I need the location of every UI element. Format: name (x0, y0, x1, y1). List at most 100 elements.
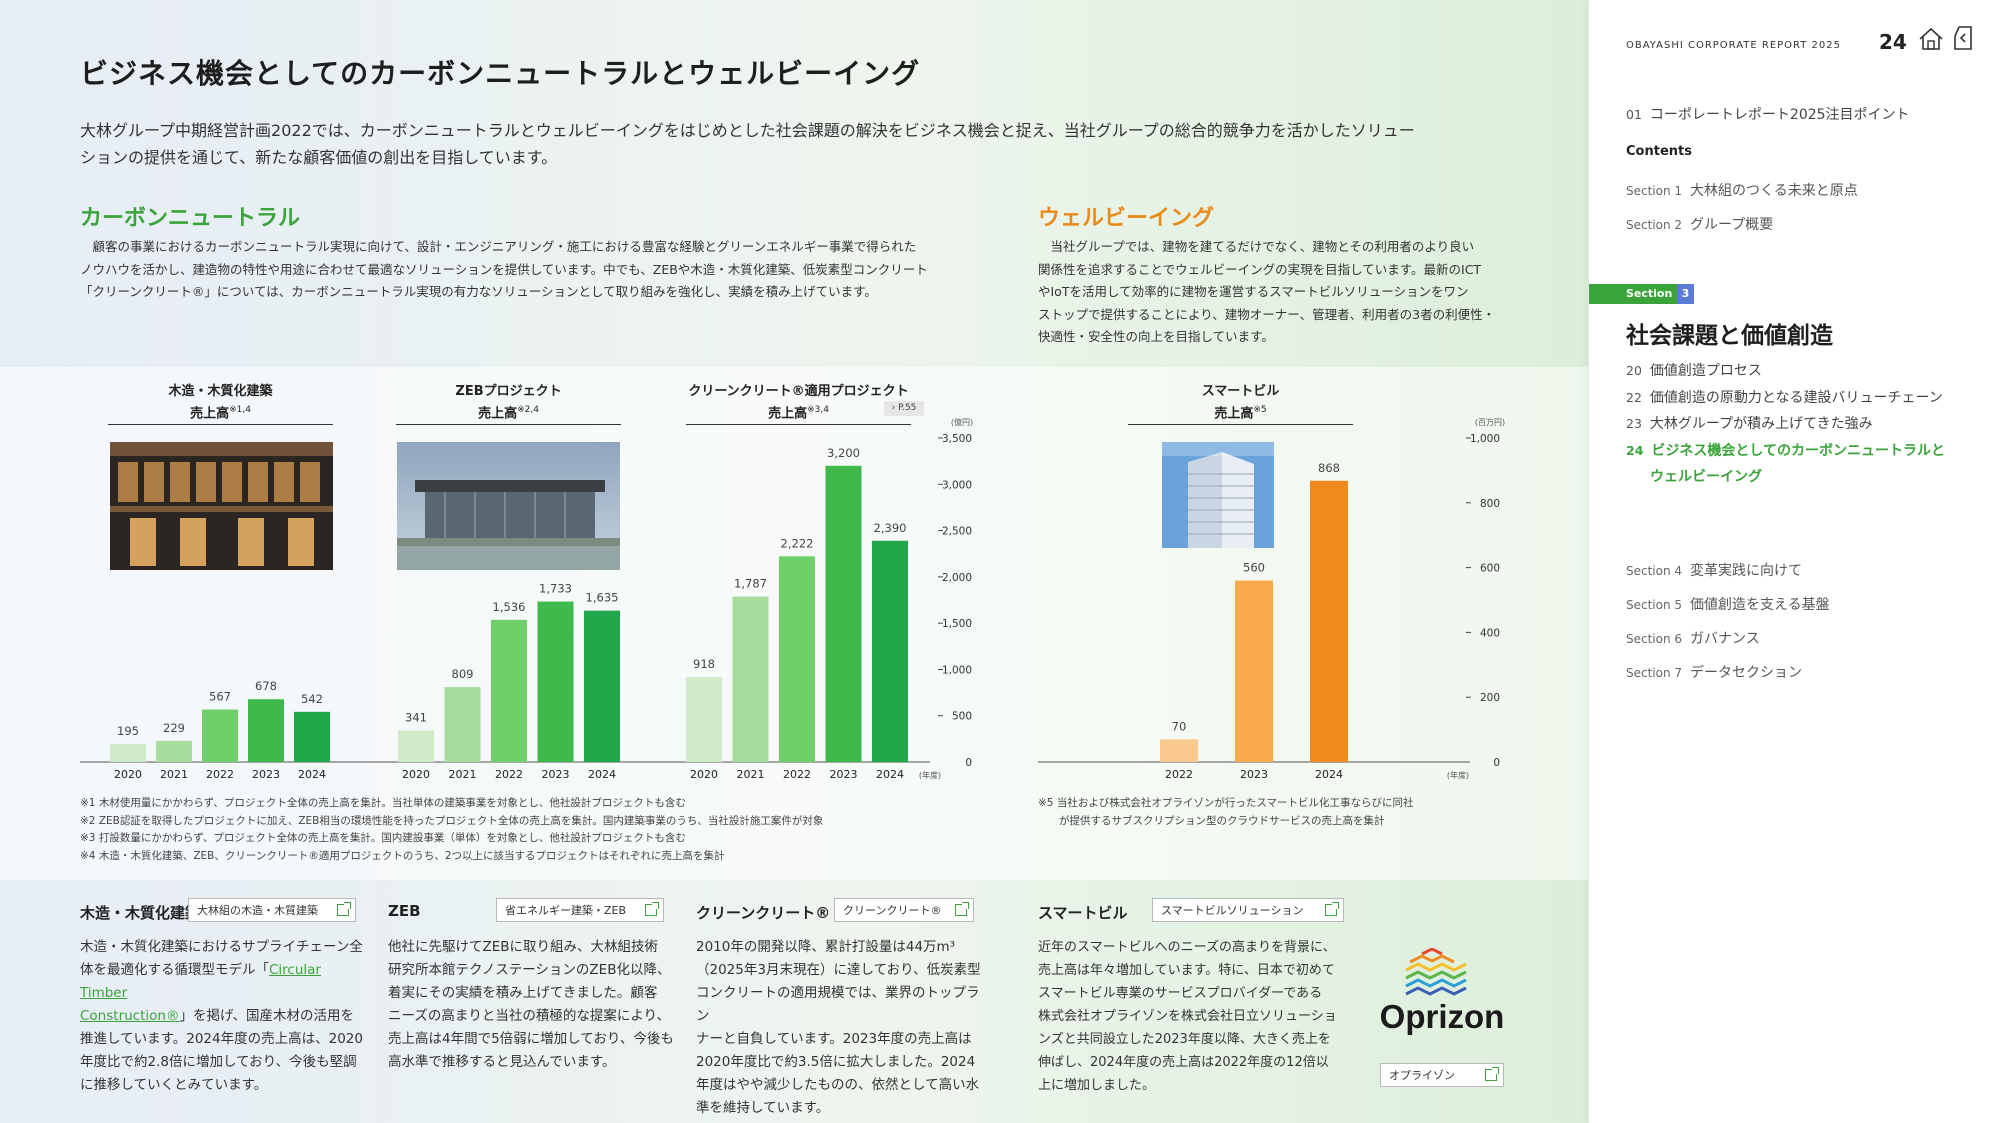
sidebar-item-20[interactable]: 20 価値創造プロセス (1626, 360, 1762, 380)
sidebar-section-2[interactable]: Section 2 グループ概要 (1626, 214, 1773, 234)
section-label: Section 5 (1626, 598, 1683, 612)
x-tick-label: 2022 (495, 768, 523, 781)
item-number: 24 (1626, 443, 1644, 458)
link-oprizon[interactable]: オプライゾン (1380, 1063, 1504, 1087)
y-tick-label: 1,500 (942, 618, 972, 630)
x-tick-label: 2022 (1165, 768, 1193, 781)
external-link-icon (337, 902, 351, 916)
footnote: ※4 木造・木質化建築、ZEB、クリーンクリート®適用プロジェクトのうち、2つ以… (80, 849, 725, 862)
bar-value-label: 2,390 (874, 521, 907, 535)
card-body-smartbuilding: 近年のスマートビルへのニーズの高まりを背景に、 売上高は年々増加しています。特に… (1038, 936, 1358, 1097)
section-label: Section 7 (1626, 666, 1683, 680)
x-tick-label: 2021 (737, 768, 765, 781)
section-label: Section 2 (1626, 218, 1683, 232)
arrow-right-icon: › (891, 403, 896, 413)
y-tick-label: 1,000 (1470, 433, 1500, 445)
note-ref: ※2,4 (517, 405, 539, 415)
link-zeb[interactable]: 省エネルギー建築・ZEB (496, 898, 664, 922)
wood-building-photo (110, 442, 333, 570)
wellbeing-heading: ウェルビーイング (1038, 206, 1215, 231)
x-tick-label: 2021 (160, 768, 188, 781)
text-line: 売上高は年々増加しています。特に、日本で初めて (1038, 963, 1335, 978)
bar-value-label: 2,222 (781, 536, 814, 550)
text-line: 2020年度比で約3.5倍に拡大しました。2024 (696, 1054, 976, 1070)
text-line: ノウハウを活かし、建造物の特性や用途に合わせて最適なソリューションを提供していま… (80, 261, 928, 277)
card-title-zeb: ZEB (388, 902, 421, 920)
chart-title-wood: 木造・木質化建築 売上高※1,4 (108, 382, 333, 423)
link-label: スマートビルソリューション (1161, 904, 1304, 917)
title-rule (108, 424, 333, 425)
bar (1310, 480, 1348, 762)
footnote: が提供するサブスクリプション型のクラウドサービスの売上高を集計 (1059, 814, 1385, 827)
chart-title-smartbuilding: スマートビル 売上高※5 (1128, 382, 1353, 423)
bar (248, 699, 284, 762)
lead-line: ションの提供を通じて、新たな顧客価値の創出を目指しています。 (80, 148, 558, 167)
sidebar-section-6[interactable]: Section 6 ガバナンス (1626, 628, 1760, 648)
sidebar-item-24-active[interactable]: 24 ビジネス機会としてのカーボンニュートラルと ウェルビーイング (1626, 440, 1945, 486)
link-cleancrete[interactable]: クリーンクリート® (834, 898, 974, 922)
page-title: ビジネス機会としてのカーボンニュートラルとウェルビーイング (80, 57, 921, 90)
y-tick-label: 0 (1493, 757, 1500, 769)
note-ref: ※1,4 (229, 405, 251, 415)
back-icon[interactable] (1951, 24, 1975, 52)
sidebar-item-23[interactable]: 23 大林グループが積み上げてきた強み (1626, 413, 1873, 433)
y-tick-label: 600 (1480, 563, 1500, 575)
sidebar-item-22[interactable]: 22 価値創造の原動力となる建設バリューチェーン (1626, 387, 1943, 407)
section-3-title: 社会課題と価値創造 (1626, 323, 1833, 349)
main-content: ビジネス機会としてのカーボンニュートラルとウェルビーイング 大林グループ中期経営… (0, 0, 1588, 1123)
x-axis-unit-label: (年度) (919, 770, 941, 780)
sidebar-section-4[interactable]: Section 4 変革実践に向けて (1626, 560, 1802, 580)
x-tick-label: 2023 (830, 768, 858, 781)
text-line: 上に増加しました。 (1038, 1078, 1156, 1093)
bar (537, 601, 574, 762)
section-title: データセクション (1690, 665, 1803, 681)
card-body-cleancrete: 2010年の開発以降、累計打設量は44万m³ （2025年3月末現在）に達してお… (696, 936, 986, 1120)
external-link-icon (1325, 902, 1339, 916)
footnotes-right: ※5 当社および株式会社オプライゾンが行ったスマートビル化工事ならびに同社 が提… (1038, 795, 1538, 830)
sidebar-section-1[interactable]: Section 1 大林組のつくる未来と原点 (1626, 180, 1858, 200)
chart-title-line: 売上高 (190, 406, 230, 422)
link-text: Circular Timber (80, 962, 321, 1001)
text-line: 着実にその実績を積み上げてきました。顧客 (388, 985, 658, 1001)
bar-value-label: 1,787 (734, 577, 767, 591)
note-ref: ※5 (1253, 405, 1267, 415)
sidebar-section-5[interactable]: Section 5 価値創造を支える基盤 (1626, 594, 1830, 614)
y-tick-label: 500 (952, 711, 972, 723)
sidebar-section-7[interactable]: Section 7 データセクション (1626, 662, 1802, 682)
contents-label: Contents (1626, 144, 1692, 159)
x-tick-label: 2020 (690, 768, 718, 781)
chart-title-line: 売上高 (478, 406, 518, 422)
card-title-smartbuilding: スマートビル (1038, 904, 1128, 922)
text-line: 伸ばし、2024年度の売上高は2022年度の12倍以 (1038, 1055, 1329, 1070)
bar-value-label: 918 (693, 657, 715, 671)
link-wood-architecture[interactable]: 大林組の木造・木質建築 (188, 898, 356, 922)
circular-timber-link-cont[interactable]: Construction® (80, 1008, 179, 1024)
link-label: クリーンクリート® (843, 904, 942, 917)
bar (444, 687, 481, 762)
text-span: 体を最適化する循環型モデル「 (80, 962, 269, 978)
bar (1235, 580, 1273, 762)
sidebar-nav: OBAYASHI CORPORATE REPORT 2025 24 01 コーポレ… (1588, 0, 2000, 1123)
text-line: 木造・木質化建築におけるサプライチェーン全 (80, 939, 363, 955)
lead-line: 大林グループ中期経営計画2022では、カーボンニュートラルとウェルビーイングをは… (80, 121, 1415, 140)
text-line: 「クリーンクリート®」については、カーボンニュートラル実現の有力なソリューション… (80, 284, 877, 299)
bar (491, 619, 527, 762)
section-title: 価値創造を支える基盤 (1690, 597, 1830, 613)
sidebar-item-highlights[interactable]: 01 コーポレートレポート2025注目ポイント (1626, 104, 1910, 124)
home-icon[interactable] (1917, 26, 1945, 52)
chart-title-line: 売上高 (768, 406, 808, 422)
circular-timber-link[interactable]: Circular Timber (80, 962, 321, 1001)
footnote: ※2 ZEB認証を取得したプロジェクトに加え、ZEB相当の環境性能を持ったプロジ… (80, 814, 824, 827)
text-line: 顧客の事業におけるカーボンニュートラル実現に向けて、設計・エンジニアリング・施工… (80, 239, 917, 254)
bar-value-label: 560 (1243, 561, 1265, 575)
link-smartbuilding[interactable]: スマートビルソリューション (1152, 898, 1344, 922)
text-line: ニーズの高まりと当社の積極的な提案により、 (388, 1008, 671, 1024)
oprizon-logo: Oprizon (1374, 947, 1510, 1040)
section-label: Section 4 (1626, 564, 1683, 578)
chart-title-cleancrete: クリーンクリート®適用プロジェクト 売上高※3,4 (686, 382, 911, 423)
footnote: ※1 木材使用量にかかわらず、プロジェクト全体の売上高を集計。当社単体の建築事業… (80, 797, 686, 809)
bar (156, 740, 192, 762)
page-link-label: P.55 (898, 403, 917, 413)
link-label: 大林組の木造・木質建築 (197, 904, 318, 917)
page-link-p55[interactable]: › P.55 (884, 401, 924, 416)
